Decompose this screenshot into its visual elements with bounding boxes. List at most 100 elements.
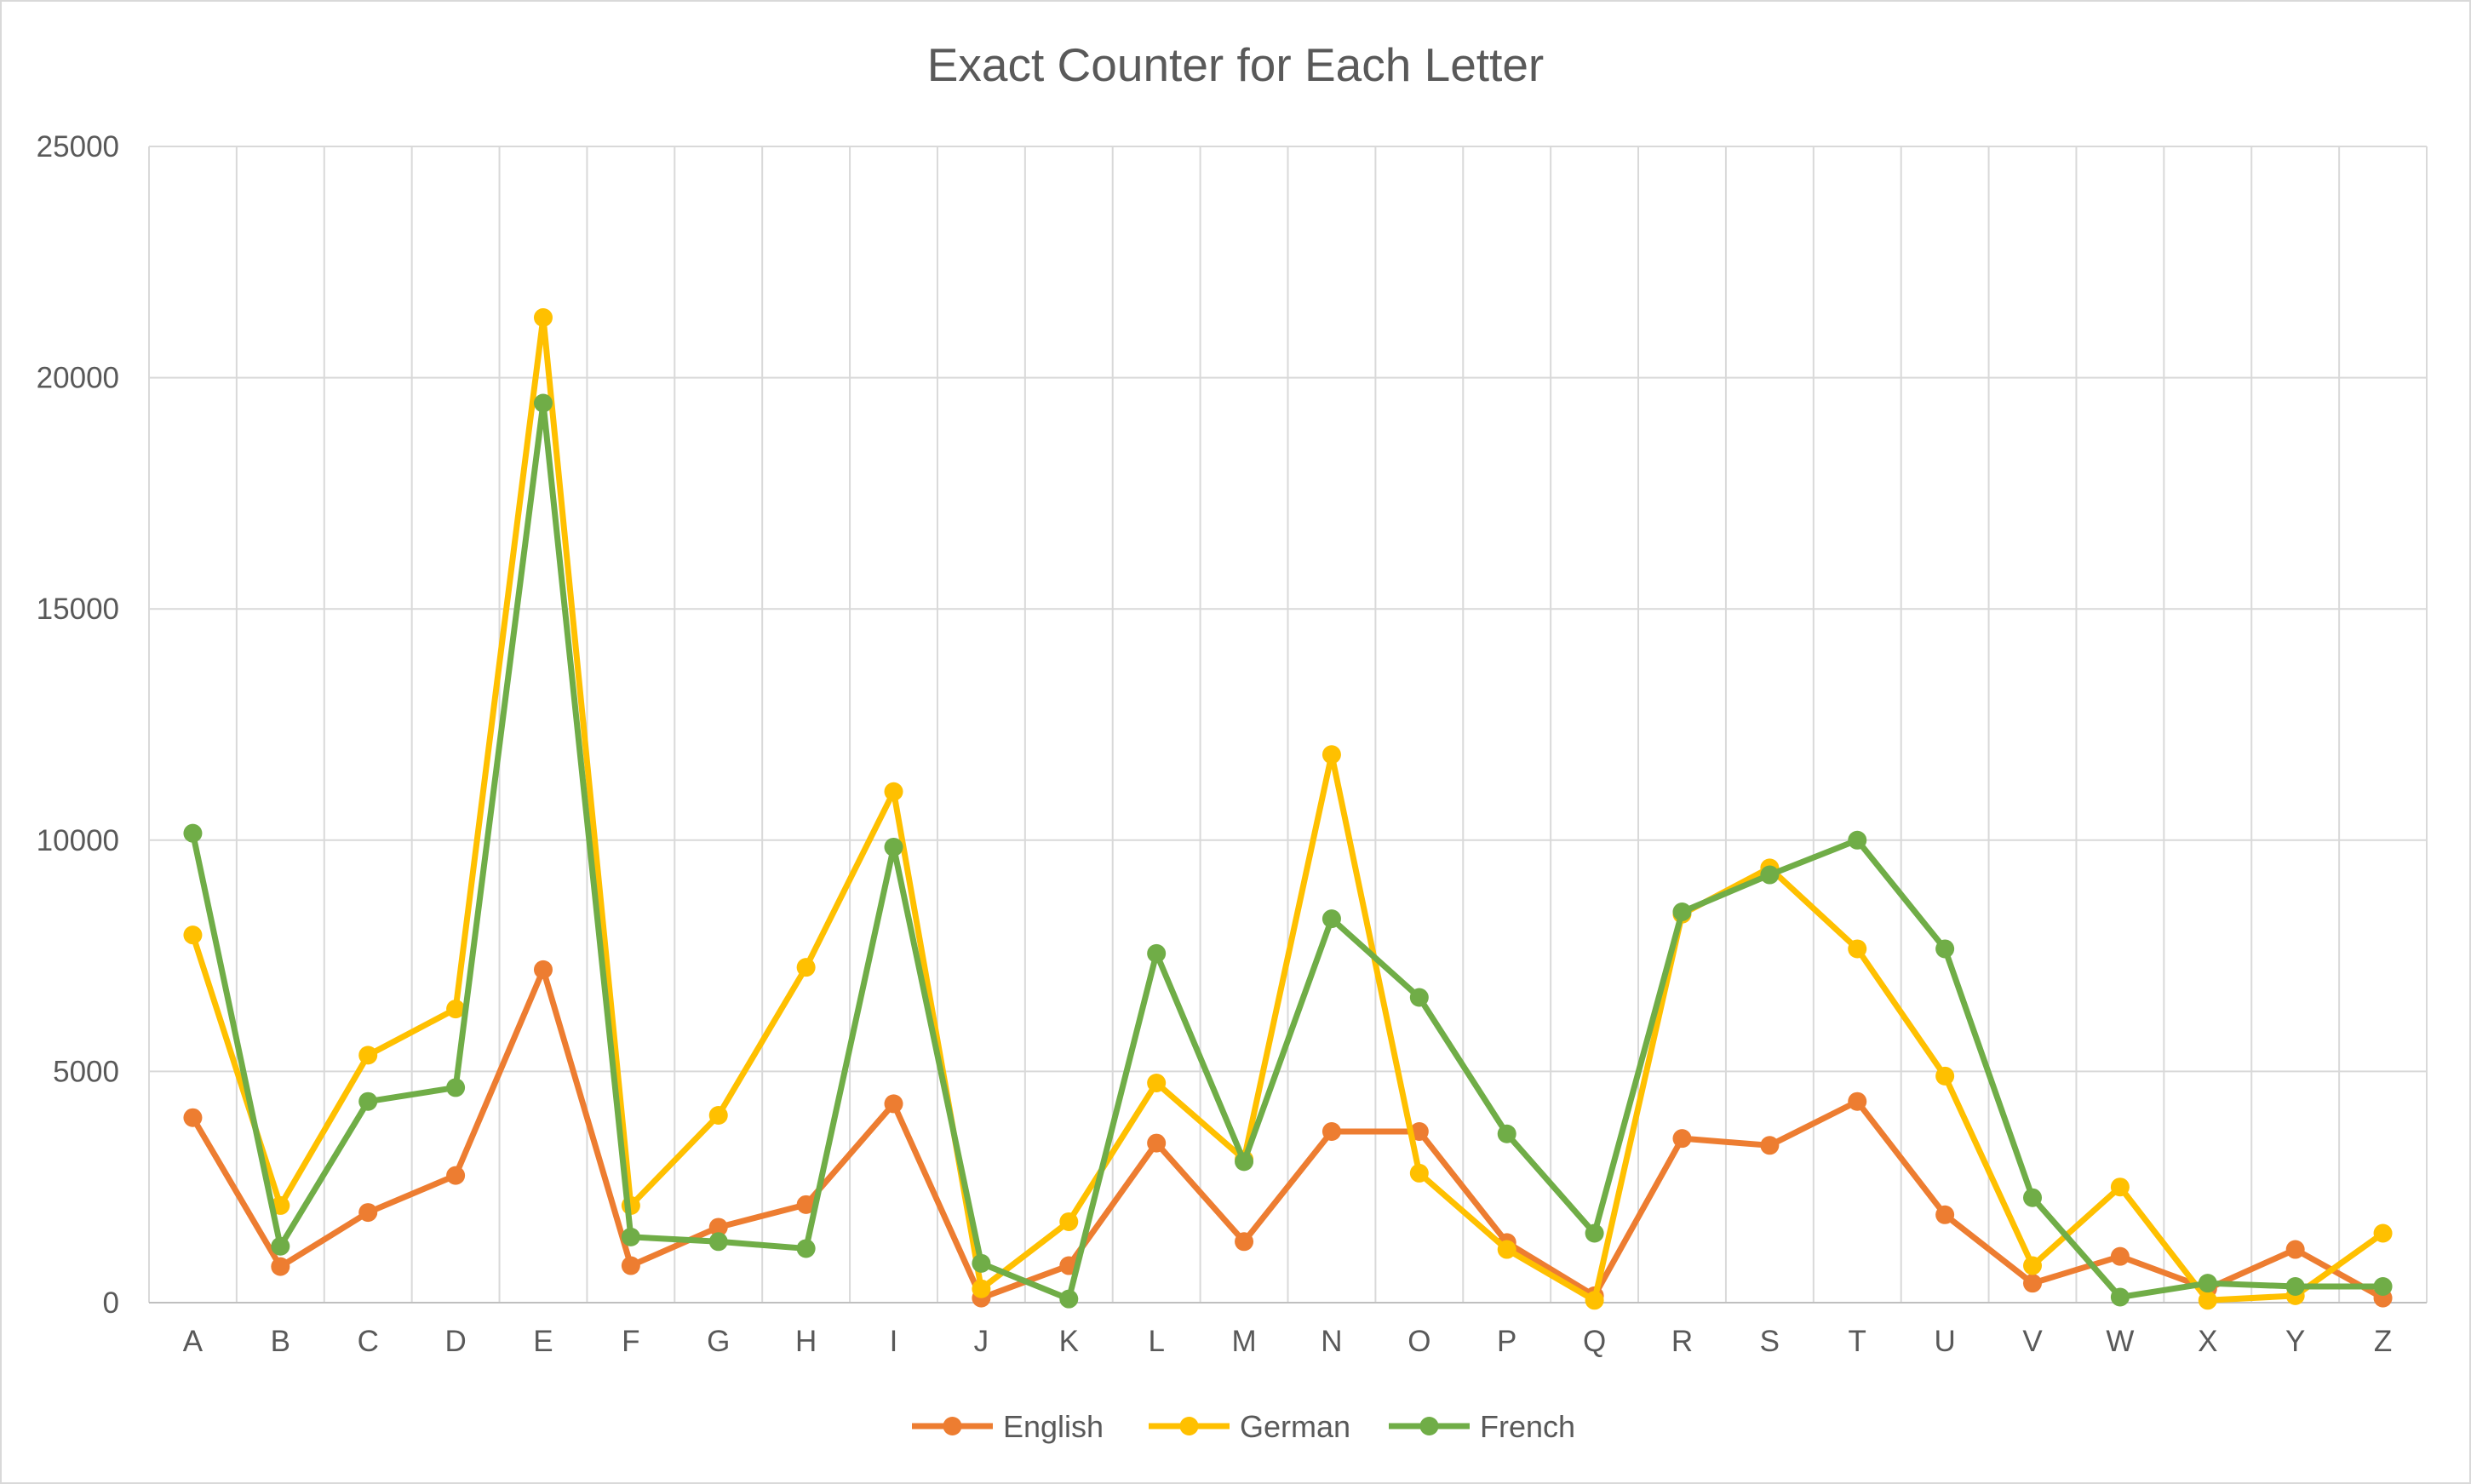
x-tick-label: X [2198, 1325, 2217, 1358]
data-point [1672, 1129, 1692, 1149]
legend-swatch-marker [1419, 1417, 1439, 1435]
data-point [796, 1239, 816, 1258]
data-point [621, 1227, 640, 1246]
data-point [1409, 1122, 1429, 1142]
data-point [1321, 909, 1341, 929]
data-point [271, 1236, 290, 1256]
x-tick-label: P [1497, 1325, 1516, 1358]
data-point [1147, 1133, 1167, 1153]
data-point [2110, 1287, 2130, 1307]
data-point [1235, 1152, 1254, 1172]
chart-title: Exact Counter for Each Letter [927, 38, 1545, 91]
data-point [358, 1203, 378, 1223]
data-point [446, 1166, 466, 1185]
data-point [2023, 1274, 2043, 1293]
y-tick-label: 5000 [53, 1055, 119, 1088]
x-tick-label: I [890, 1325, 898, 1358]
x-tick-label: G [707, 1325, 730, 1358]
data-point [708, 1106, 728, 1126]
data-point [358, 1046, 378, 1065]
data-point [1935, 939, 1955, 959]
legend-label: French [1480, 1409, 1575, 1444]
data-point [884, 782, 903, 801]
data-point [183, 925, 203, 945]
data-point [2110, 1246, 2130, 1266]
data-point [2285, 1276, 2305, 1296]
data-point [533, 393, 553, 413]
y-tick-label: 15000 [37, 593, 119, 626]
data-point [1409, 1163, 1429, 1183]
data-point [708, 1232, 728, 1252]
x-tick-label: S [1760, 1325, 1780, 1358]
series-french [183, 393, 2393, 1309]
legend: English German French [912, 1409, 1575, 1444]
data-point [972, 1253, 991, 1273]
series-line [189, 314, 2387, 1304]
data-point [1848, 1092, 1867, 1111]
data-point [708, 1218, 728, 1237]
data-point [884, 837, 903, 857]
data-point [1935, 1066, 1955, 1086]
x-tick-label: Z [2374, 1325, 2392, 1358]
data-point [1321, 1122, 1341, 1142]
data-point [1585, 1291, 1604, 1310]
x-tick-label: K [1059, 1325, 1079, 1358]
legend-swatch-marker [943, 1417, 962, 1435]
x-tick-label: B [271, 1325, 290, 1358]
x-tick-label: L [1148, 1325, 1164, 1358]
x-tick-label: T [1849, 1325, 1866, 1358]
data-point [183, 1108, 203, 1127]
legend-item-french: French [1389, 1409, 1575, 1444]
data-point [1760, 865, 1780, 885]
data-point [621, 1256, 640, 1275]
x-tick-label: D [444, 1325, 466, 1358]
series-line [189, 966, 2387, 1302]
x-tick-label: U [1934, 1325, 1955, 1358]
data-point [1059, 1212, 1079, 1231]
legend-swatch-marker [1179, 1417, 1199, 1435]
x-tick-label: Y [2285, 1325, 2305, 1358]
data-point [1235, 1232, 1254, 1252]
data-point [1848, 830, 1867, 850]
data-point [2373, 1223, 2393, 1243]
y-tick-label: 20000 [37, 362, 119, 395]
x-tick-label: Q [1583, 1325, 1606, 1358]
x-tick-label: C [358, 1325, 379, 1358]
data-point [1147, 943, 1167, 963]
data-point [1497, 1240, 1516, 1259]
data-point [2023, 1188, 2043, 1207]
data-point [183, 823, 203, 843]
x-tick-label: E [533, 1325, 553, 1358]
x-tick-label: M [1231, 1325, 1256, 1358]
data-point [972, 1279, 991, 1298]
gridlines [148, 146, 2428, 1304]
data-point [1585, 1223, 1604, 1243]
y-axis-tick-labels: 0 5000 10000 15000 20000 25000 [37, 130, 119, 1320]
data-point [1321, 745, 1341, 765]
x-axis-tick-labels: A B C D E F G H I J K L M N O P Q R S T U V W X Y Z [183, 1325, 2392, 1358]
data-point [533, 307, 553, 327]
data-point [358, 1092, 378, 1111]
y-tick-label: 25000 [37, 130, 119, 163]
data-point [1848, 939, 1867, 959]
data-point [1059, 1289, 1079, 1309]
x-tick-label: N [1321, 1325, 1342, 1358]
data-point [446, 1000, 466, 1019]
data-point [884, 1094, 903, 1114]
series-english [183, 960, 2393, 1308]
data-point [1497, 1124, 1516, 1143]
legend-item-english: English [912, 1409, 1104, 1444]
y-tick-label: 0 [103, 1286, 119, 1320]
x-tick-label: V [2022, 1325, 2043, 1358]
data-point [2023, 1256, 2043, 1275]
data-point [2285, 1240, 2305, 1259]
x-tick-label: R [1671, 1325, 1693, 1358]
data-point [446, 1078, 466, 1097]
data-point [1409, 988, 1429, 1007]
x-tick-label: A [183, 1325, 204, 1358]
data-point [796, 958, 816, 977]
x-tick-label: W [2106, 1325, 2134, 1358]
data-point [1672, 902, 1692, 921]
data-point [1935, 1205, 1955, 1224]
